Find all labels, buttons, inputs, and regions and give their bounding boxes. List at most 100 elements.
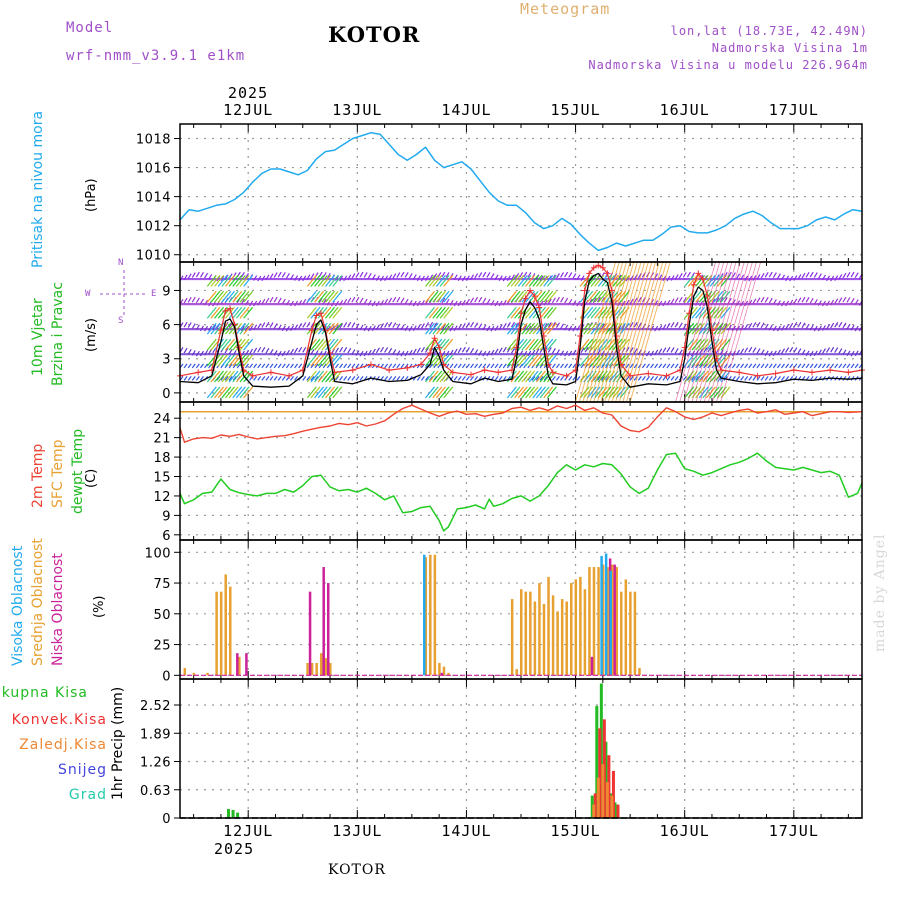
wind-barb	[232, 363, 237, 369]
wind-barb	[584, 346, 589, 353]
wind-barb	[776, 273, 781, 279]
gust-arrow	[517, 386, 528, 399]
wind-barb	[441, 297, 446, 304]
gust-arrow	[684, 386, 695, 399]
wind-barb	[781, 348, 786, 354]
wind-barb	[707, 363, 712, 369]
gust-marker	[827, 367, 834, 374]
gust-arrow	[225, 370, 235, 383]
wind-barb	[359, 297, 364, 304]
gust-arrow	[210, 322, 221, 335]
gust-marker	[404, 364, 411, 371]
wind-barbs	[179, 261, 863, 403]
wind-barb	[813, 272, 818, 278]
gust-arrow	[317, 354, 328, 367]
wind-barb	[691, 376, 695, 381]
gust-arrow	[310, 386, 321, 399]
wind-barb	[191, 323, 196, 329]
cloud-bar	[308, 591, 312, 676]
wind-barb	[343, 322, 348, 328]
wind-barb	[343, 363, 348, 369]
cloud-bar	[238, 656, 241, 676]
gust-arrow	[594, 322, 605, 335]
cloud-bar	[538, 583, 541, 676]
wind-barb	[502, 363, 507, 369]
wind-barb	[838, 321, 843, 328]
hatch-line	[578, 261, 620, 403]
wind-barb	[772, 363, 777, 369]
y-tick-label: 0	[162, 669, 171, 684]
cloud-bar	[319, 653, 323, 676]
gust-arrow	[517, 290, 528, 303]
wind-barb	[515, 273, 520, 279]
gust-arrow	[325, 274, 335, 287]
wind-barb	[560, 363, 565, 369]
gust-arrow	[439, 290, 450, 303]
cloud-low-ylabel: Niska Oblacnost	[50, 553, 66, 666]
wind-barb	[339, 346, 344, 353]
wind-barb	[674, 297, 679, 304]
wind-barb	[269, 296, 274, 303]
y-tick-label: 50	[153, 608, 171, 623]
gust-arrow	[321, 290, 332, 303]
gust-arrow	[428, 274, 439, 287]
wind-barb	[195, 376, 200, 381]
wind-barb	[375, 347, 380, 354]
panel-precip	[174, 679, 862, 819]
gust-arrow	[306, 370, 317, 383]
y-tick-label: 9	[162, 284, 171, 299]
gust-arrow	[239, 386, 250, 399]
gust-marker	[518, 310, 524, 317]
gust-arrow	[601, 354, 612, 367]
wind-barb	[187, 273, 192, 280]
wind-barb	[854, 363, 859, 369]
wind-barb	[805, 272, 810, 278]
gust-arrow	[310, 306, 321, 319]
gust-arrow	[328, 274, 339, 287]
wind-barb	[470, 363, 475, 369]
cloud-bar	[433, 554, 437, 676]
wind-barb	[510, 348, 515, 354]
wind-barb	[478, 296, 483, 303]
wind-barb	[277, 297, 282, 304]
wind-barb	[793, 298, 798, 305]
hatch-line	[675, 261, 716, 403]
gust-arrow	[590, 386, 601, 399]
gust-arrow	[328, 306, 339, 319]
gust-marker	[327, 350, 334, 357]
wind-barb	[498, 363, 503, 369]
wind-barb	[339, 323, 344, 329]
gust-marker	[695, 270, 702, 277]
gust-arrow	[232, 322, 243, 335]
gust-marker	[527, 287, 534, 294]
wind-barb	[781, 363, 786, 369]
wind-barb	[187, 296, 192, 303]
gust-arrow	[698, 338, 709, 351]
cloud-bar	[306, 663, 309, 676]
wind-barb	[731, 272, 736, 278]
wind-barb	[191, 363, 196, 369]
gust-arrow	[720, 274, 731, 287]
gust-arrow	[328, 290, 339, 303]
y-tick-label: 21	[153, 432, 171, 447]
cloud-bar	[447, 672, 450, 676]
gust-arrow	[439, 386, 450, 399]
gust-arrow	[506, 306, 517, 319]
gust-arrow	[698, 386, 709, 399]
wind-barb	[842, 296, 847, 303]
gust-arrow	[435, 306, 446, 319]
gust-arrow	[514, 354, 525, 367]
precip-bar	[616, 804, 620, 818]
cloud-bar	[601, 564, 605, 676]
gust-arrow	[698, 322, 709, 335]
wind-barb	[682, 376, 687, 381]
wind-barb	[302, 347, 307, 353]
gust-marker	[536, 304, 543, 311]
x-tick-label-top: 17JUL	[769, 101, 819, 119]
wind-barb	[826, 363, 831, 369]
wind-barb	[817, 273, 822, 280]
gust-arrow	[716, 386, 727, 399]
wind-barb	[396, 363, 401, 369]
wind-barb	[662, 363, 667, 369]
wind-barb	[793, 347, 798, 353]
